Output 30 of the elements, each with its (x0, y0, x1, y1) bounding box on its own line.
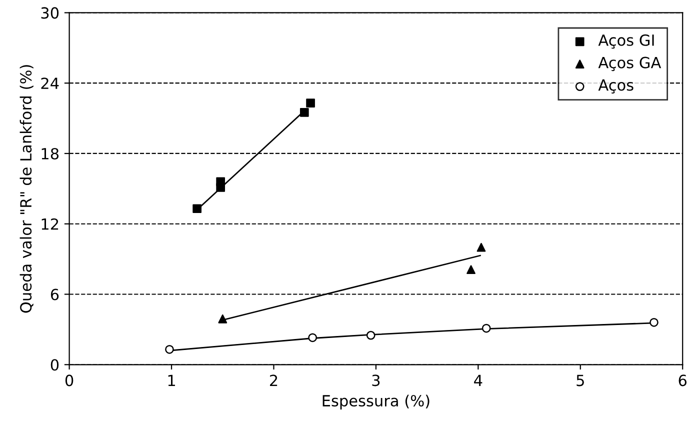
legend-label: Aços (598, 79, 634, 94)
point (476, 242, 486, 252)
legend-label: Aços GI (598, 34, 654, 49)
x-tick-label: 6 (678, 374, 687, 386)
x-tick-label: 3 (372, 374, 380, 386)
y-tick-label: 24 (41, 78, 59, 89)
x-tick-label: 5 (576, 374, 584, 386)
point (466, 265, 476, 274)
point (192, 204, 202, 214)
y-tick-label: 0 (50, 359, 59, 371)
point (165, 344, 174, 354)
y-tick-label: 12 (42, 218, 58, 230)
point (216, 177, 226, 186)
y-tick-label: 18 (42, 148, 59, 160)
x-tick-label: 2 (270, 374, 278, 386)
point (308, 333, 318, 342)
point (366, 330, 376, 340)
x-axis-title: Espessura (%) (322, 394, 430, 410)
point (650, 318, 658, 327)
point (306, 98, 315, 108)
x-tick-label: 0 (65, 374, 74, 386)
point (218, 314, 228, 324)
x-tick-label: 1 (168, 374, 175, 386)
legend-label: Aços GA (598, 56, 662, 72)
x-tick-label: 4 (474, 374, 482, 386)
y-tick-label: 30 (41, 7, 59, 19)
point (300, 108, 309, 117)
y-axis-title: Queda valor "R" de Lankford (%) (20, 65, 34, 313)
y-tick-label: 6 (50, 288, 59, 300)
point (482, 324, 491, 333)
